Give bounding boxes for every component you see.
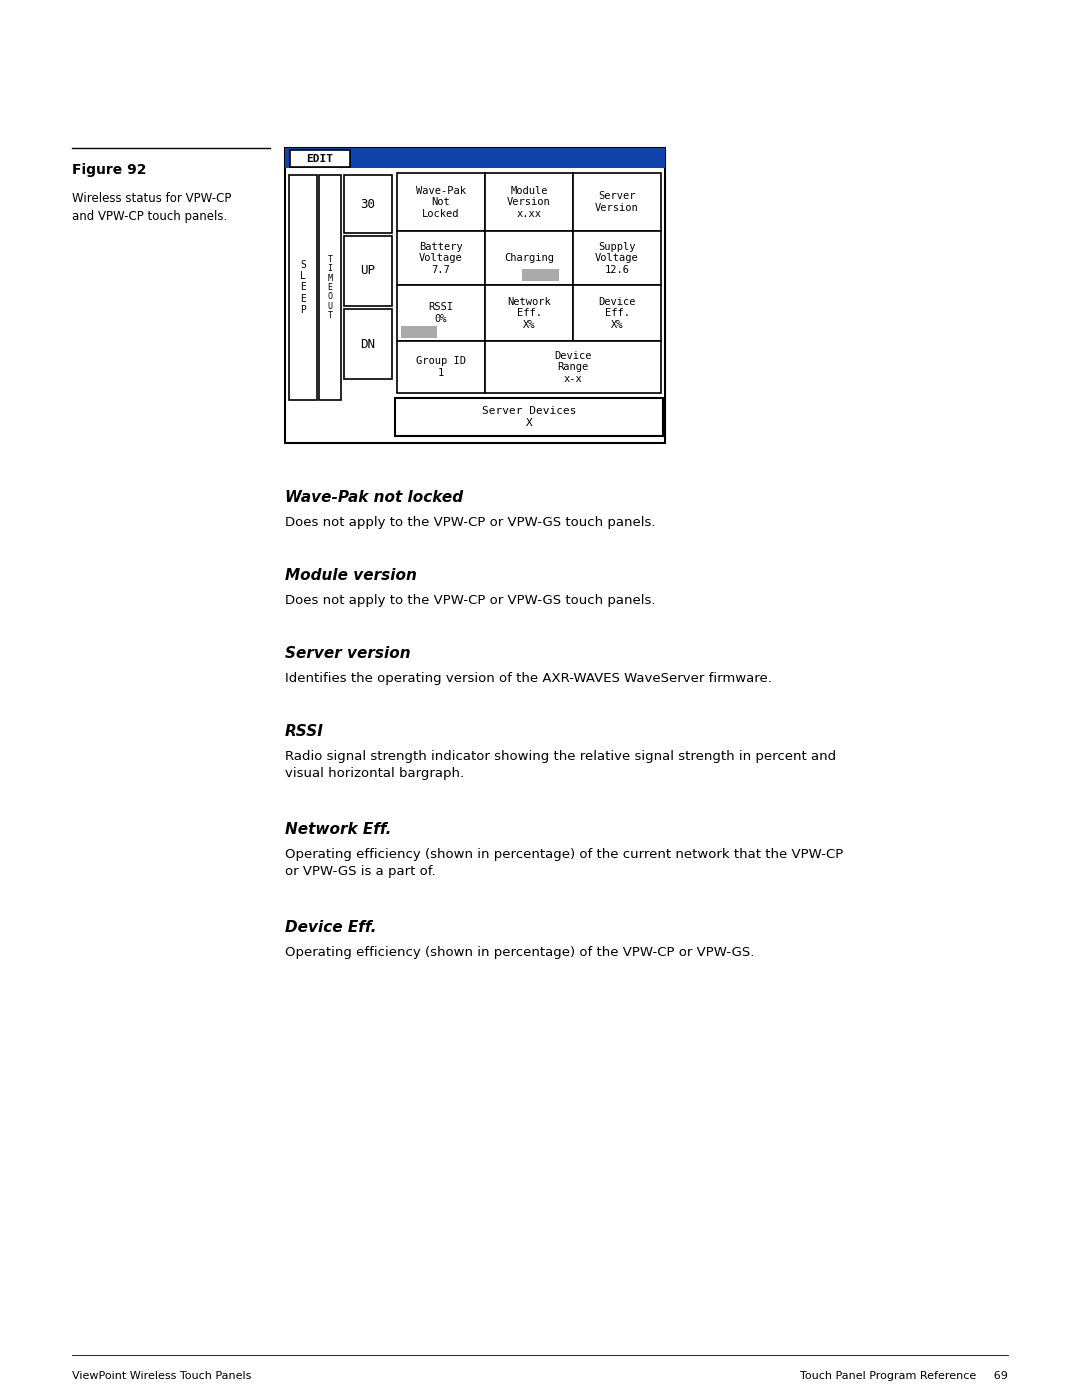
Text: RSSI: RSSI — [285, 724, 324, 739]
Text: Does not apply to the VPW-CP or VPW-GS touch panels.: Does not apply to the VPW-CP or VPW-GS t… — [285, 594, 656, 608]
Text: Battery
Voltage
7.7: Battery Voltage 7.7 — [419, 242, 463, 275]
Bar — [485, 173, 573, 232]
Bar — [345, 309, 392, 379]
Bar — [289, 175, 318, 400]
Text: RSSI
0%: RSSI 0% — [429, 302, 454, 324]
Text: Device
Range
x-x: Device Range x-x — [554, 351, 592, 384]
Text: Device Eff.: Device Eff. — [285, 921, 376, 935]
Text: Server Devices
X: Server Devices X — [482, 405, 577, 429]
Bar — [401, 326, 437, 338]
Text: Does not apply to the VPW-CP or VPW-GS touch panels.: Does not apply to the VPW-CP or VPW-GS t… — [285, 515, 656, 529]
Text: Module version: Module version — [285, 569, 417, 583]
Bar — [397, 173, 485, 232]
Text: DN: DN — [361, 338, 376, 351]
Bar — [573, 285, 661, 341]
Bar — [573, 232, 661, 285]
Text: 30: 30 — [361, 197, 376, 211]
Bar — [319, 175, 341, 400]
Bar — [397, 232, 485, 285]
Bar — [285, 148, 665, 443]
Bar — [291, 149, 350, 168]
Text: Group ID
1: Group ID 1 — [416, 356, 465, 379]
Text: Network Eff.: Network Eff. — [285, 821, 391, 837]
Text: ViewPoint Wireless Touch Panels: ViewPoint Wireless Touch Panels — [72, 1370, 252, 1382]
Text: Wave-Pak not locked: Wave-Pak not locked — [285, 490, 463, 504]
Bar — [485, 341, 661, 393]
Text: Radio signal strength indicator showing the relative signal strength in percent : Radio signal strength indicator showing … — [285, 750, 836, 781]
Text: Device
Eff.
X%: Device Eff. X% — [598, 296, 636, 330]
Bar — [345, 236, 392, 306]
Text: Charging: Charging — [504, 253, 554, 263]
Text: EDIT: EDIT — [307, 154, 334, 163]
Text: Identifies the operating version of the AXR-WAVES WaveServer firmware.: Identifies the operating version of the … — [285, 672, 772, 685]
Text: Wave-Pak
Not
Locked: Wave-Pak Not Locked — [416, 186, 465, 219]
Bar — [285, 148, 665, 168]
Text: Network
Eff.
X%: Network Eff. X% — [508, 296, 551, 330]
Text: Operating efficiency (shown in percentage) of the current network that the VPW-C: Operating efficiency (shown in percentag… — [285, 848, 843, 879]
Text: Operating efficiency (shown in percentage) of the VPW-CP or VPW-GS.: Operating efficiency (shown in percentag… — [285, 946, 754, 958]
Bar — [485, 285, 573, 341]
Bar — [397, 341, 485, 393]
Text: S
L
E
E
P: S L E E P — [300, 260, 306, 314]
Text: Server
Version: Server Version — [595, 191, 639, 212]
Text: and VPW-CP touch panels.: and VPW-CP touch panels. — [72, 210, 227, 224]
Text: Touch Panel Program Reference     69: Touch Panel Program Reference 69 — [800, 1370, 1008, 1382]
Text: T
I
M
E
O
U
T: T I M E O U T — [327, 254, 333, 320]
Text: Module
Version
x.xx: Module Version x.xx — [508, 186, 551, 219]
Text: Figure 92: Figure 92 — [72, 163, 147, 177]
Bar — [397, 285, 485, 341]
Text: Supply
Voltage
12.6: Supply Voltage 12.6 — [595, 242, 639, 275]
Bar — [395, 398, 663, 436]
Text: Wireless status for VPW-CP: Wireless status for VPW-CP — [72, 191, 231, 205]
Bar — [573, 173, 661, 232]
Text: UP: UP — [361, 264, 376, 278]
Bar — [345, 175, 392, 233]
Bar — [485, 232, 573, 285]
Text: Server version: Server version — [285, 645, 410, 661]
Bar — [522, 270, 559, 281]
